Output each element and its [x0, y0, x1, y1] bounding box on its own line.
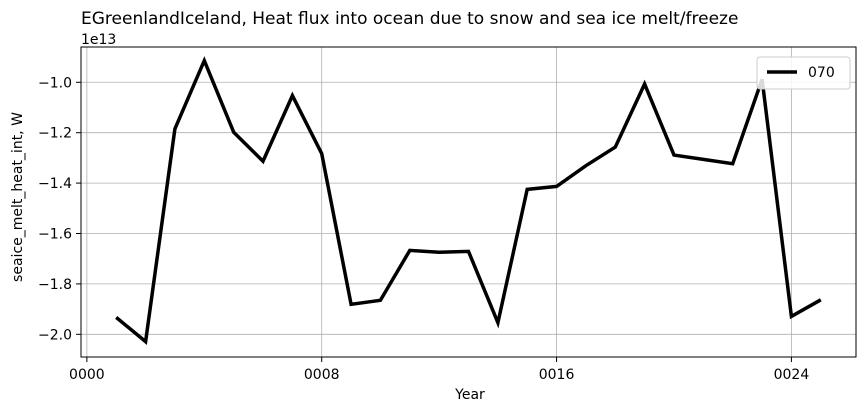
chart-title: EGreenlandIceland, Heat flux into ocean …	[81, 9, 738, 29]
x-tick-label: 0016	[539, 367, 575, 383]
y-tick-label: −1.0	[38, 75, 72, 91]
y-tick-label: −2.0	[38, 327, 72, 343]
legend: 070	[756, 56, 851, 90]
y-tick-label: −1.8	[38, 277, 72, 293]
series-line-070	[115, 56, 822, 345]
legend-label-070: 070	[808, 65, 835, 81]
x-axis-label: Year	[454, 387, 485, 403]
x-tick-label: 0024	[774, 367, 810, 383]
x-ticks: 0000 0008 0016 0024	[69, 357, 809, 383]
legend-box	[756, 56, 851, 90]
y-ticks: −2.0 −1.8 −1.6 −1.4 −1.2 −1.0	[38, 75, 81, 343]
x-tick-label: 0000	[69, 367, 105, 383]
y-tick-label: −1.2	[38, 126, 72, 142]
plot-lines	[115, 56, 822, 345]
y-tick-label: −1.4	[38, 176, 72, 192]
y-offset-label: 1e13	[81, 32, 116, 48]
y-tick-label: −1.6	[38, 227, 72, 243]
y-axis-label: seaice_melt_heat_int, W	[10, 112, 26, 282]
grid	[81, 47, 856, 357]
plot-frame	[80, 46, 857, 358]
x-tick-label: 0008	[304, 367, 340, 383]
